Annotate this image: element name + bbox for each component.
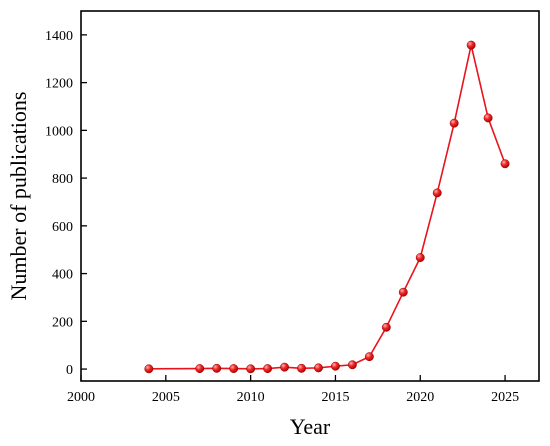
series-line <box>148 44 506 370</box>
series-layer <box>144 40 510 374</box>
data-point <box>483 113 493 123</box>
data-point <box>415 253 425 263</box>
x-tick-label: 2020 <box>406 390 434 405</box>
data-point <box>330 361 340 371</box>
data-point <box>212 363 222 373</box>
data-point <box>500 159 510 169</box>
data-point <box>229 364 239 374</box>
data-point <box>263 364 273 374</box>
x-tick-label: 2025 <box>491 390 519 405</box>
data-point <box>432 188 442 198</box>
data-point <box>347 360 357 370</box>
data-point <box>449 118 459 128</box>
data-point <box>246 364 256 374</box>
x-tick-label: 2010 <box>237 390 265 405</box>
data-point <box>314 363 323 373</box>
y-tick-label: 600 <box>52 220 73 235</box>
y-tick-label: 400 <box>52 268 73 283</box>
x-axis-ticks: 2000 2005 2010 2015 2020 2025 <box>67 375 519 405</box>
y-tick-label: 1000 <box>45 124 73 139</box>
y-tick-label: 1400 <box>45 29 73 44</box>
y-axis-ticks: 0 200 400 600 800 1000 1200 1400 <box>45 29 87 378</box>
y-tick-label: 800 <box>52 172 73 187</box>
data-point <box>144 364 154 374</box>
x-axis-title: Year <box>290 414 331 439</box>
y-tick-label: 1200 <box>45 77 73 92</box>
y-axis-title: Number of publications <box>6 92 31 301</box>
data-point <box>195 364 205 374</box>
data-point <box>381 322 391 332</box>
data-point <box>280 362 290 372</box>
x-tick-label: 2000 <box>67 390 95 405</box>
y-tick-label: 200 <box>52 315 73 330</box>
plot-frame <box>80 10 540 382</box>
data-point <box>297 363 306 373</box>
data-point <box>398 287 408 297</box>
x-tick-label: 2005 <box>152 390 180 405</box>
data-point <box>466 40 476 50</box>
data-point <box>364 352 374 362</box>
y-tick-label: 0 <box>66 363 73 378</box>
x-tick-label: 2015 <box>321 390 349 405</box>
